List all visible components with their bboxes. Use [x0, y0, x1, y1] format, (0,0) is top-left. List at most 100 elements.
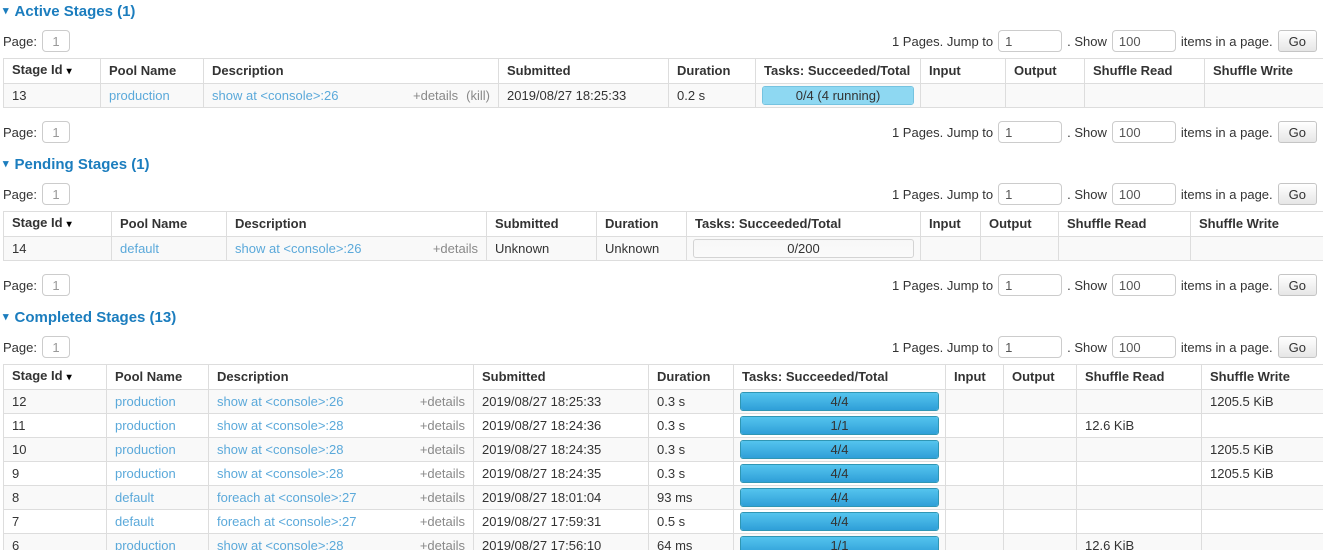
column-header-3[interactable]: Submitted [486, 211, 597, 237]
shuffle-read-cell: 12.6 KiB [1076, 413, 1202, 438]
column-header-label: Duration [677, 63, 731, 78]
stage-id-cell: 12 [3, 389, 107, 414]
column-header-1[interactable]: Pool Name [106, 364, 209, 390]
jump-to-page-input[interactable] [998, 336, 1063, 358]
pool-link[interactable]: production [115, 465, 176, 481]
column-header-4[interactable]: Duration [596, 211, 687, 237]
column-header-6[interactable]: Input [945, 364, 1004, 390]
pagination-bar: Page: 1 Pages. Jump to . Show items in a pa… [3, 336, 1317, 358]
column-header-0[interactable]: Stage Id ▾ [3, 364, 107, 390]
column-header-7[interactable]: Output [1003, 364, 1077, 390]
go-button[interactable]: Go [1277, 30, 1317, 52]
items-per-page-input[interactable] [1111, 30, 1176, 52]
section-title-completed[interactable]: ▾ Completed Stages (13) [3, 309, 1321, 326]
column-header-0[interactable]: Stage Id ▾ [3, 58, 101, 84]
details-toggle[interactable]: +details [419, 537, 465, 550]
pool-link[interactable]: production [109, 87, 170, 103]
pool-link[interactable]: production [115, 537, 176, 550]
details-toggle[interactable]: +details [419, 465, 465, 481]
column-header-7[interactable]: Output [980, 211, 1059, 237]
pool-link[interactable]: production [115, 417, 176, 433]
jump-to-page-input[interactable] [998, 121, 1063, 143]
column-header-3[interactable]: Submitted [498, 58, 669, 84]
jump-to-page-input[interactable] [998, 30, 1063, 52]
column-header-5[interactable]: Tasks: Succeeded/Total [733, 364, 946, 390]
column-header-1[interactable]: Pool Name [100, 58, 204, 84]
column-header-1[interactable]: Pool Name [111, 211, 227, 237]
column-header-8[interactable]: Shuffle Read [1076, 364, 1202, 390]
description-link[interactable]: show at <console>:28 [217, 441, 344, 457]
sort-arrow-icon: ▾ [66, 219, 72, 230]
tasks-cell: 4/4 [733, 509, 946, 534]
column-header-4[interactable]: Duration [668, 58, 756, 84]
description-link[interactable]: show at <console>:26 [235, 240, 362, 256]
stage-id-cell: 7 [3, 509, 107, 534]
column-header-9[interactable]: Shuffle Write [1190, 211, 1323, 237]
items-per-page-input[interactable] [1111, 274, 1176, 296]
column-header-5[interactable]: Tasks: Succeeded/Total [686, 211, 921, 237]
pool-link[interactable]: default [115, 489, 155, 505]
column-header-0[interactable]: Stage Id ▾ [3, 211, 112, 237]
column-header-7[interactable]: Output [1005, 58, 1085, 84]
page-input[interactable] [41, 336, 70, 358]
description-link[interactable]: show at <console>:28 [217, 537, 344, 550]
details-toggle[interactable]: +details [413, 87, 459, 103]
go-button[interactable]: Go [1277, 274, 1317, 296]
column-header-6[interactable]: Input [920, 211, 981, 237]
column-header-label: Input [929, 63, 961, 78]
shuffle-read-cell [1076, 485, 1202, 510]
description-link[interactable]: foreach at <console>:27 [217, 489, 357, 505]
jump-to-page-input[interactable] [998, 183, 1063, 205]
items-per-page-input[interactable] [1111, 121, 1176, 143]
pool-link[interactable]: default [120, 240, 160, 256]
section-title-active[interactable]: ▾ Active Stages (1) [3, 3, 1321, 20]
page-input[interactable] [41, 121, 70, 143]
details-toggle[interactable]: +details [419, 393, 465, 409]
go-button[interactable]: Go [1277, 183, 1317, 205]
page-input[interactable] [41, 30, 70, 52]
description-link[interactable]: show at <console>:28 [217, 417, 344, 433]
output-cell [1003, 509, 1077, 534]
stage-id-cell: 9 [3, 461, 107, 486]
duration-cell: 0.5 s [648, 509, 734, 534]
page-input[interactable] [41, 274, 70, 296]
column-header-8[interactable]: Shuffle Read [1058, 211, 1191, 237]
go-button[interactable]: Go [1277, 336, 1317, 358]
page-input[interactable] [41, 183, 70, 205]
tasks-progress-bar: 4/4 [740, 440, 939, 459]
stages-table-pending: Stage Id ▾ Pool Name Description Submitted Du… [3, 211, 1323, 261]
column-header-2[interactable]: Description [203, 58, 499, 84]
tasks-progress-bar: 4/4 [740, 392, 939, 411]
details-toggle[interactable]: +details [432, 240, 478, 256]
description-link[interactable]: show at <console>:26 [217, 393, 344, 409]
column-header-label: Description [217, 369, 289, 384]
column-header-9[interactable]: Shuffle Write [1204, 58, 1323, 84]
description-link[interactable]: show at <console>:28 [217, 465, 344, 481]
details-toggle[interactable]: +details [419, 513, 465, 529]
show-label: . Show [1067, 339, 1107, 355]
items-per-page-input[interactable] [1111, 336, 1176, 358]
section-title-pending[interactable]: ▾ Pending Stages (1) [3, 156, 1321, 173]
description-link[interactable]: show at <console>:26 [212, 87, 339, 103]
details-toggle[interactable]: +details [419, 489, 465, 505]
items-per-page-input[interactable] [1111, 183, 1176, 205]
pool-link[interactable]: default [115, 513, 155, 529]
input-cell [920, 83, 1006, 108]
column-header-9[interactable]: Shuffle Write [1201, 364, 1323, 390]
stage-id-cell-value: 14 [12, 240, 27, 256]
column-header-2[interactable]: Description [208, 364, 474, 390]
column-header-5[interactable]: Tasks: Succeeded/Total [755, 58, 921, 84]
go-button[interactable]: Go [1277, 121, 1317, 143]
column-header-2[interactable]: Description [226, 211, 487, 237]
kill-link[interactable]: (kill) [466, 87, 490, 103]
column-header-4[interactable]: Duration [648, 364, 734, 390]
column-header-3[interactable]: Submitted [473, 364, 649, 390]
pool-link[interactable]: production [115, 393, 176, 409]
details-toggle[interactable]: +details [419, 441, 465, 457]
column-header-6[interactable]: Input [920, 58, 1006, 84]
pool-link[interactable]: production [115, 441, 176, 457]
column-header-8[interactable]: Shuffle Read [1084, 58, 1205, 84]
details-toggle[interactable]: +details [419, 417, 465, 433]
jump-to-page-input[interactable] [998, 274, 1063, 296]
description-link[interactable]: foreach at <console>:27 [217, 513, 357, 529]
